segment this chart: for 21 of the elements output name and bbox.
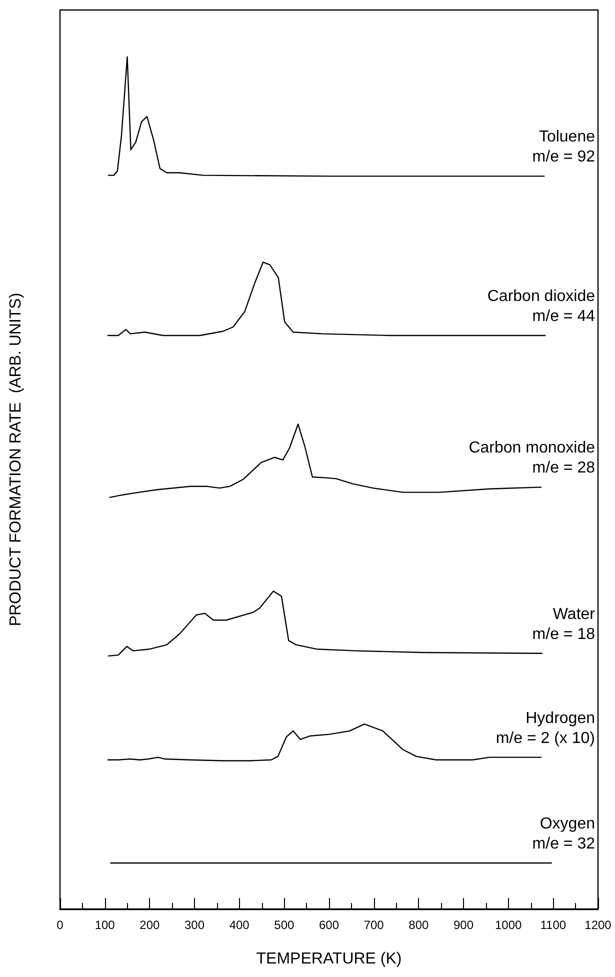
series-label: Oxygen m/e = 32: [532, 815, 596, 852]
x-tick-label: 700: [364, 918, 384, 932]
x-tick-label: 300: [184, 918, 205, 932]
x-tick-label: 1200: [584, 918, 612, 932]
x-tick-label: 900: [453, 918, 474, 932]
x-tick-label: 1000: [494, 918, 522, 932]
x-tick-label: 800: [408, 918, 429, 932]
series-label: Toluene m/e = 92: [532, 128, 596, 166]
x-tick-label: 200: [140, 918, 160, 932]
x-tick-label: 400: [229, 918, 250, 932]
series-label: Water m/e = 18: [532, 606, 596, 643]
y-axis-title: PRODUCT FORMATION RATE (ARB. UNITS): [8, 292, 24, 626]
x-axis-title: TEMPERATURE (K): [256, 950, 402, 968]
x-tick-label: 0: [56, 918, 64, 932]
x-tick-label: 100: [94, 918, 116, 932]
x-tick-label: 500: [274, 918, 294, 932]
x-tick-label: 600: [318, 918, 340, 932]
series-label: Carbon monoxide m/e = 28: [468, 440, 596, 477]
series-label: Carbon dioxide m/e = 44: [487, 288, 596, 326]
x-tick-label: 1100: [540, 918, 566, 932]
series-label: Hydrogen m/e = 2 (x 10): [496, 710, 595, 747]
